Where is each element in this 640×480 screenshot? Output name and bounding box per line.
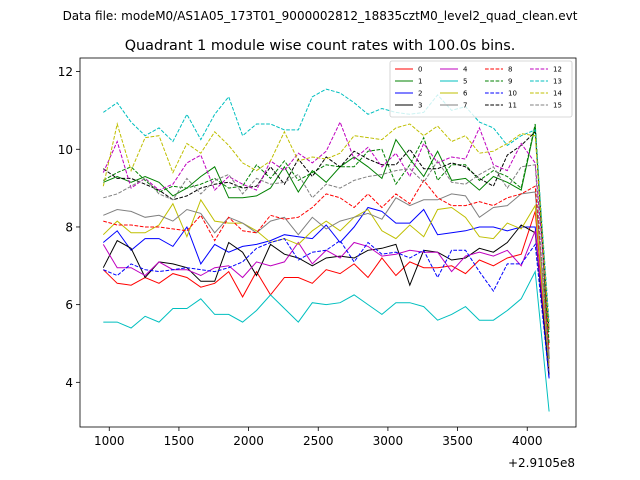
axes-frame: [79, 57, 577, 428]
x-tick-label: 1500: [164, 434, 195, 448]
series-line-3: [102, 224, 550, 375]
series-line-6: [102, 198, 550, 367]
legend-label-9: 9: [508, 78, 512, 86]
series-line-13: [103, 88, 550, 323]
y-tick-label: 12: [58, 65, 73, 79]
series-line-9: [103, 123, 550, 344]
series-line-8: [103, 179, 550, 350]
x-tick-label: 2500: [303, 434, 334, 448]
legend-box: [389, 60, 573, 118]
x-tick-label: 2000: [233, 434, 264, 448]
x-tick-label: 4000: [512, 434, 543, 448]
chart-title: Quadrant 1 module wise count rates with …: [125, 38, 516, 54]
legend-label-3: 3: [418, 102, 422, 110]
series-line-10: [103, 238, 550, 379]
series-line-15: [103, 159, 550, 371]
legend-label-4: 4: [463, 66, 468, 74]
legend-label-13: 13: [553, 78, 562, 86]
y-tick-label: 8: [65, 220, 73, 234]
y-axis: 4 6 8 10 12: [58, 65, 80, 390]
legend-label-5: 5: [463, 78, 467, 86]
y-tick-label: 6: [65, 298, 73, 312]
series-line-2: [102, 206, 550, 379]
x-tick-label: 1000: [94, 434, 125, 448]
series-line-7: [103, 191, 550, 356]
y-tick-label: 10: [58, 143, 73, 157]
series-line-12: [102, 120, 550, 329]
figure-suptitle: Data file: modeM0/AS1A05_173T01_90000028…: [63, 9, 578, 23]
x-tick-label: 3500: [442, 434, 473, 448]
x-tick-label: 3000: [373, 434, 404, 448]
legend-label-14: 14: [553, 90, 562, 98]
legend-label-10: 10: [508, 90, 517, 98]
plot-area: [102, 88, 550, 412]
x-axis: 1000 1500 2000 2500 3000 3500 4000: [94, 427, 543, 448]
legend-label-7: 7: [463, 102, 467, 110]
legend-label-11: 11: [508, 102, 517, 110]
legend-label-2: 2: [418, 90, 422, 98]
legend-label-8: 8: [508, 66, 512, 74]
legend-label-1: 1: [418, 78, 422, 86]
series-line-11: [103, 130, 550, 332]
legend-label-0: 0: [418, 66, 422, 74]
legend-label-12: 12: [553, 66, 562, 74]
legend-label-15: 15: [553, 102, 562, 110]
y-tick-label: 4: [65, 376, 73, 390]
series-line-5: [103, 269, 550, 412]
legend-label-6: 6: [463, 90, 468, 98]
series-line-14: [102, 122, 550, 330]
x-offset-label: +2.9105e8: [508, 456, 575, 470]
